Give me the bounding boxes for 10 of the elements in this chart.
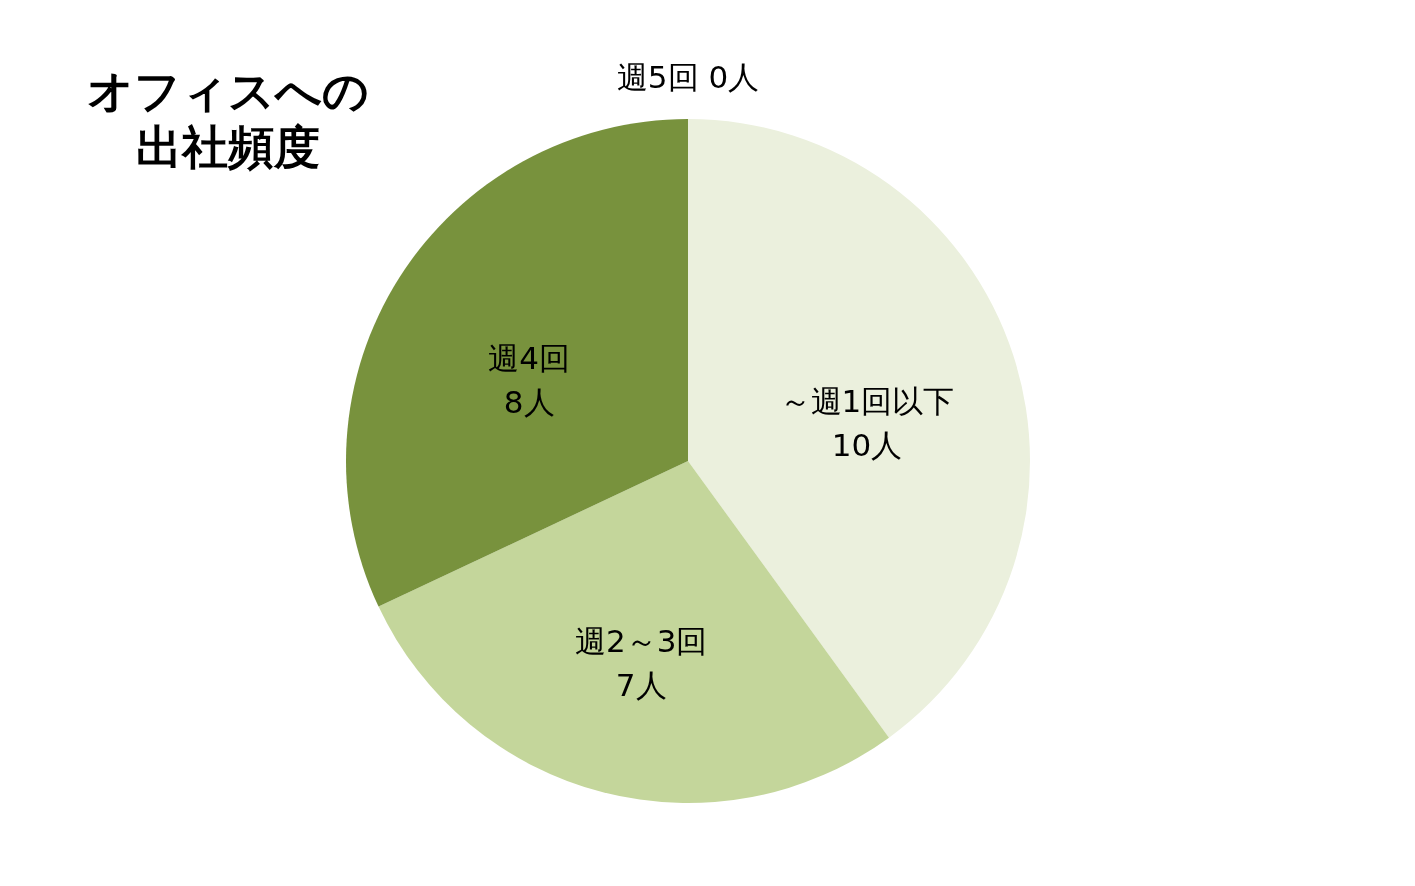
data-label: 10人 — [831, 426, 903, 463]
slice-label: 週4回 — [488, 340, 571, 377]
pie-slice — [378, 461, 890, 803]
slice-label: ～週1回以下 — [779, 382, 955, 419]
data-label: 7人 — [615, 667, 667, 704]
category-label: 週5回 0人 — [616, 59, 760, 95]
pie-slice — [346, 119, 688, 607]
data-label: 8人 — [503, 384, 555, 421]
chart-title: オフィスへの出社頻度 — [87, 64, 369, 174]
slice-label: 週2～3回 — [574, 623, 708, 660]
